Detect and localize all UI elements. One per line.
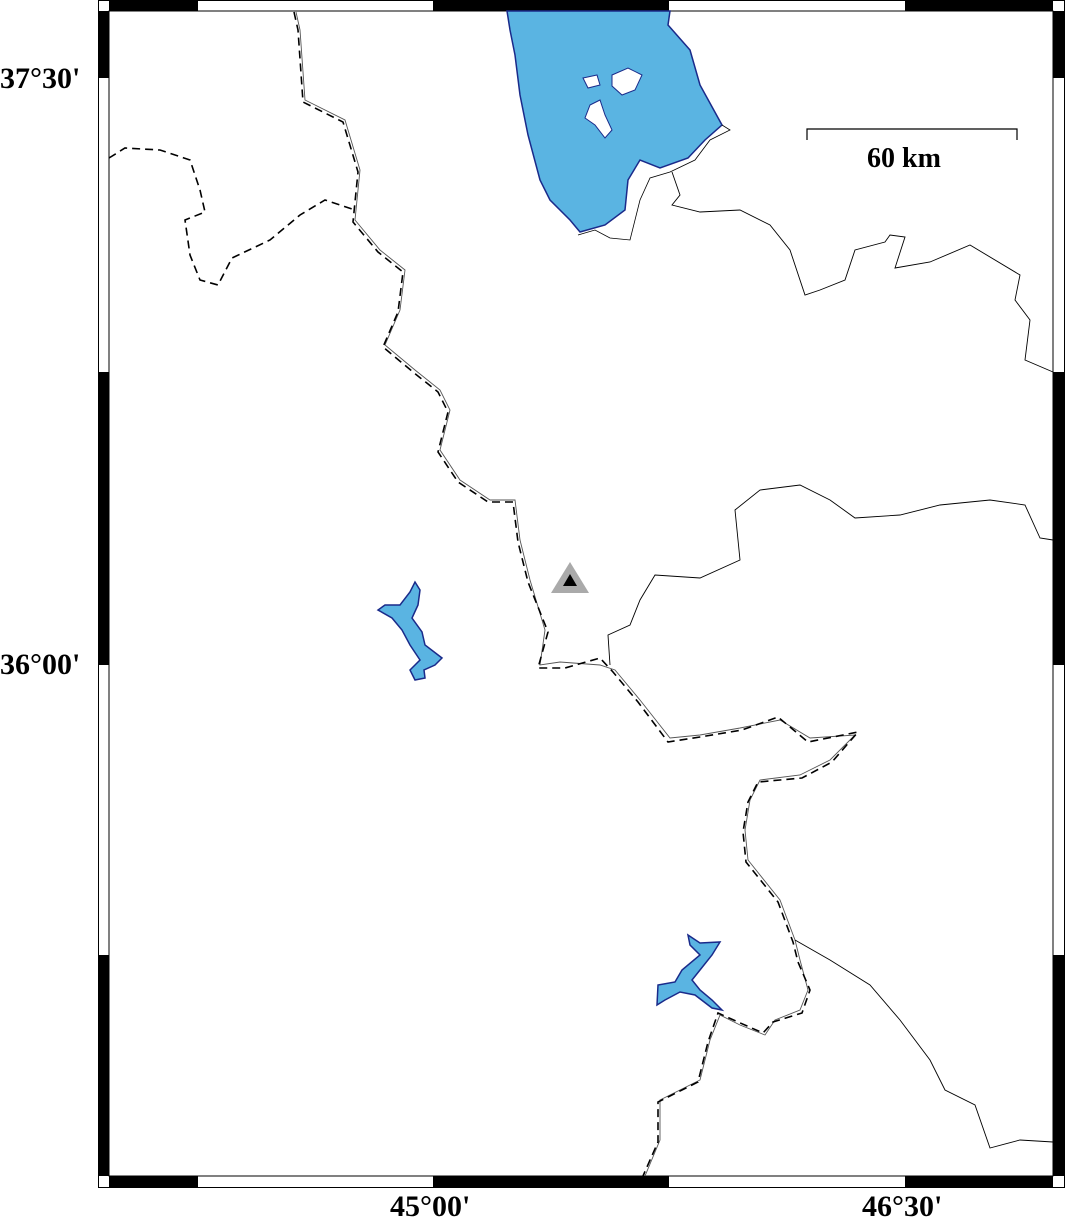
province-line bbox=[671, 171, 1054, 373]
lat-label-37-30: 37°30' bbox=[0, 62, 81, 95]
lake-urmia bbox=[506, 10, 723, 233]
island bbox=[584, 99, 613, 139]
province-line bbox=[607, 484, 1054, 666]
border-dashed bbox=[293, 11, 861, 1177]
shoreline bbox=[577, 124, 731, 241]
station-triangle-icon[interactable] bbox=[551, 562, 589, 593]
island bbox=[582, 74, 601, 89]
lat-label-36-00: 36°00' bbox=[0, 648, 81, 681]
border-dashed-nw bbox=[108, 147, 356, 286]
lon-label-45-00: 45°00' bbox=[390, 1190, 471, 1223]
scale-bar-label: 60 km bbox=[867, 143, 941, 174]
island bbox=[611, 67, 643, 96]
scale-bar bbox=[806, 128, 1018, 140]
lake-south bbox=[656, 933, 725, 1012]
lake-west bbox=[376, 580, 444, 681]
province-line bbox=[794, 939, 1054, 1149]
lon-label-46-30: 46°30' bbox=[862, 1190, 943, 1223]
border-line bbox=[295, 11, 857, 1177]
